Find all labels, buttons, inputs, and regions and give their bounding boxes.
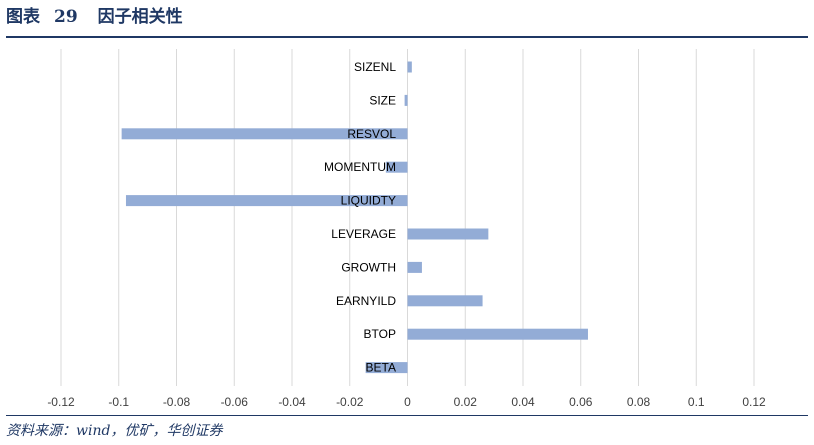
category-label: LIQUIDTY (341, 194, 396, 208)
x-tick-label: 0.08 (627, 395, 651, 409)
category-label: RESVOL (347, 127, 396, 141)
x-tick-label: -0.1 (108, 395, 129, 409)
figure-label: 图表 (6, 7, 40, 27)
x-tick-label: -0.08 (163, 395, 191, 409)
x-tick-label: -0.04 (278, 395, 306, 409)
category-label: MOMENTUM (324, 160, 396, 174)
bars (121, 61, 588, 374)
bar-btop (407, 328, 588, 340)
footer-rule (6, 415, 808, 416)
bar-beta (365, 362, 408, 374)
x-tick-label: 0.04 (511, 395, 535, 409)
x-tick-label: -0.06 (221, 395, 249, 409)
source-note: 资料来源：wind，优矿，华创证券 (6, 423, 223, 439)
category-label: BETA (366, 361, 396, 375)
category-label: GROWTH (341, 260, 396, 274)
x-axis-ticks: -0.12 -0.1 -0.08 -0.06 -0.04 -0.02 0 0.02 0.04 0.… (47, 395, 766, 409)
category-label: SIZE (369, 93, 396, 107)
x-tick-label: 0.12 (742, 395, 766, 409)
bar-sizenl (407, 61, 412, 73)
bar-momentum (385, 161, 408, 173)
category-label: EARNYILD (336, 294, 396, 308)
bar-growth (407, 261, 422, 273)
x-tick-label: 0.06 (569, 395, 593, 409)
x-tick-label: 0.02 (454, 395, 478, 409)
figure-title: 因子相关性 (97, 7, 183, 27)
figure-number: 29 (54, 7, 78, 27)
x-tick-label: -0.12 (47, 395, 75, 409)
category-label: BTOP (364, 327, 396, 341)
bar-size (404, 94, 408, 106)
factor-correlation-chart: SIZENL SIZE RESVOL MOMENTUM LIQUIDTY LEVERAGE… (47, 49, 766, 409)
category-label: LEVERAGE (331, 227, 396, 241)
bar-leverage (407, 228, 489, 240)
bar-resvol (121, 128, 408, 140)
x-tick-label: 0 (404, 395, 411, 409)
x-tick-label: 0.1 (688, 395, 705, 409)
category-label: SIZENL (354, 60, 396, 74)
category-labels: SIZENL SIZE RESVOL MOMENTUM LIQUIDTY LEVERAGE… (324, 60, 396, 375)
heading-rule (6, 36, 808, 38)
x-tick-label: -0.02 (336, 395, 364, 409)
bar-earnyild (407, 295, 483, 307)
bar-liquidty (125, 195, 408, 207)
figure-heading: 图表 29 因子相关性 (6, 2, 183, 32)
